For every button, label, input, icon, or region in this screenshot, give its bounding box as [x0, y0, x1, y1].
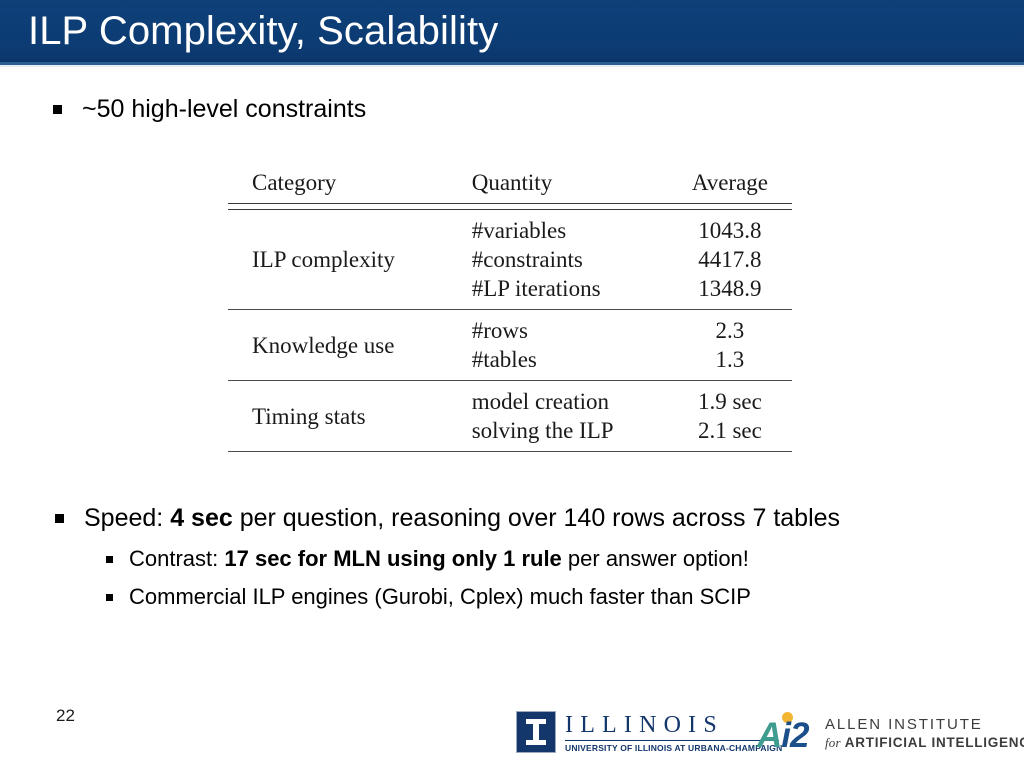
rule-row — [228, 309, 792, 310]
cell-average: 1043.8 — [698, 218, 762, 243]
table-header-row: Category Quantity Average — [228, 166, 792, 203]
section-rule — [228, 380, 792, 381]
square-bullet-icon — [53, 105, 62, 114]
bullet-contrast-prefix: Contrast: — [129, 546, 225, 571]
square-bullet-icon — [106, 556, 113, 563]
cell-average: 2.1 sec — [697, 418, 762, 443]
header-double-rule — [228, 203, 792, 210]
cell-average: 2.3 — [715, 318, 745, 343]
rule-double-row — [228, 203, 792, 210]
rule-row — [228, 451, 792, 452]
page-title: ILP Complexity, Scalability — [28, 9, 499, 53]
ai2-mark-icon: Ai2 — [757, 712, 815, 754]
section-label-timing-stats: Timing stats — [252, 403, 366, 429]
table-row: Knowledge use #rows 2.3 — [228, 316, 792, 358]
table-row: #tables 1.3 — [228, 345, 792, 374]
sun-icon — [782, 712, 793, 723]
page-number: 22 — [56, 706, 75, 725]
bullet-contrast-bold: 17 sec for MLN using only 1 rule — [224, 546, 562, 571]
cell-average: 1.9 sec — [697, 389, 762, 414]
bullet-contrast-label: Contrast: 17 sec for MLN using only 1 ru… — [129, 545, 749, 573]
ai2-logo-text: ALLEN INSTITUTE for ARTIFICIAL INTELLIGE… — [825, 716, 1024, 751]
cell-average: 4417.8 — [698, 247, 762, 272]
header-category: Category — [252, 170, 337, 195]
square-bullet-icon — [55, 514, 64, 523]
bullet-constraints: ~50 high-level constraints — [53, 94, 366, 125]
section-rule — [228, 309, 792, 310]
cell-quantity: #constraints — [471, 247, 583, 272]
bullet-engines: Commercial ILP engines (Gurobi, Cplex) m… — [106, 583, 751, 611]
title-underline-light — [0, 65, 1024, 67]
bullet-constraints-label: ~50 high-level constraints — [82, 95, 367, 123]
bullet-speed-label: Speed: 4 sec per question, reasoning ove… — [84, 503, 840, 534]
ai2-line-artificial-intelligence: for ARTIFICIAL INTELLIGENCE — [825, 734, 1024, 751]
bullet-speed-prefix: Speed: — [84, 504, 171, 532]
cell-average: 1348.9 — [698, 276, 762, 301]
ai2-line-allen-institute: ALLEN INSTITUTE — [825, 715, 983, 733]
cell-average: 1.3 — [715, 347, 745, 372]
table-row: ILP complexity #variables 1043.8 — [228, 216, 792, 272]
header-quantity: Quantity — [471, 170, 553, 195]
illinois-logo-text: ILLINOIS UNIVERSITY OF ILLINOIS AT URBAN… — [565, 711, 783, 753]
section-label-knowledge-use: Knowledge use — [252, 332, 395, 358]
ilp-stats-table-wrapper: Category Quantity Average ILP complexity… — [228, 166, 792, 452]
rule-row — [228, 380, 792, 381]
bullet-contrast: Contrast: 17 sec for MLN using only 1 ru… — [106, 545, 749, 573]
bullet-speed-bold: 4 sec — [170, 504, 233, 532]
title-underline — [0, 62, 1024, 65]
ai2-letter-i2: i2 — [781, 716, 809, 755]
bullet-contrast-suffix: per answer option! — [561, 546, 749, 571]
cell-quantity: model creation — [471, 389, 610, 414]
bullet-speed-suffix: per question, reasoning over 140 rows ac… — [232, 504, 841, 532]
section-label-ilp-complexity: ILP complexity — [252, 247, 395, 272]
illinois-logo: ILLINOIS UNIVERSITY OF ILLINOIS AT URBAN… — [516, 711, 783, 753]
ilp-stats-table: Category Quantity Average ILP complexity… — [228, 166, 792, 452]
ai2-logo: Ai2 ALLEN INSTITUTE for ARTIFICIAL INTEL… — [757, 712, 1024, 754]
slide-title-bar — [0, 0, 1024, 62]
bullet-speed: Speed: 4 sec per question, reasoning ove… — [55, 503, 840, 534]
illinois-tagline: UNIVERSITY OF ILLINOIS AT URBANA-CHAMPAI… — [565, 743, 783, 753]
table-row: Timing stats model creation 1.9 sec — [228, 387, 792, 429]
square-bullet-icon — [106, 594, 113, 601]
illinois-block-i-icon — [516, 711, 556, 753]
table-row: #constraints 4417.8 — [228, 245, 792, 274]
ai2-letter-a: A — [757, 716, 782, 755]
ai2-for-word: for — [825, 734, 841, 750]
cell-quantity: #variables — [471, 218, 567, 243]
table-row: #LP iterations 1348.9 — [228, 274, 792, 303]
cell-quantity: #rows — [471, 318, 528, 343]
illinois-wordmark: ILLINOIS — [565, 712, 724, 738]
header-average: Average — [691, 170, 768, 195]
table-row: solving the ILP 2.1 sec — [228, 416, 792, 445]
cell-quantity: #tables — [471, 347, 537, 372]
table-bottom-rule — [228, 451, 792, 452]
ai2-ai-words: ARTIFICIAL INTELLIGENCE — [844, 734, 1024, 750]
cell-quantity: #LP iterations — [471, 276, 601, 301]
cell-quantity: solving the ILP — [471, 418, 614, 443]
bullet-engines-label: Commercial ILP engines (Gurobi, Cplex) m… — [129, 584, 751, 609]
